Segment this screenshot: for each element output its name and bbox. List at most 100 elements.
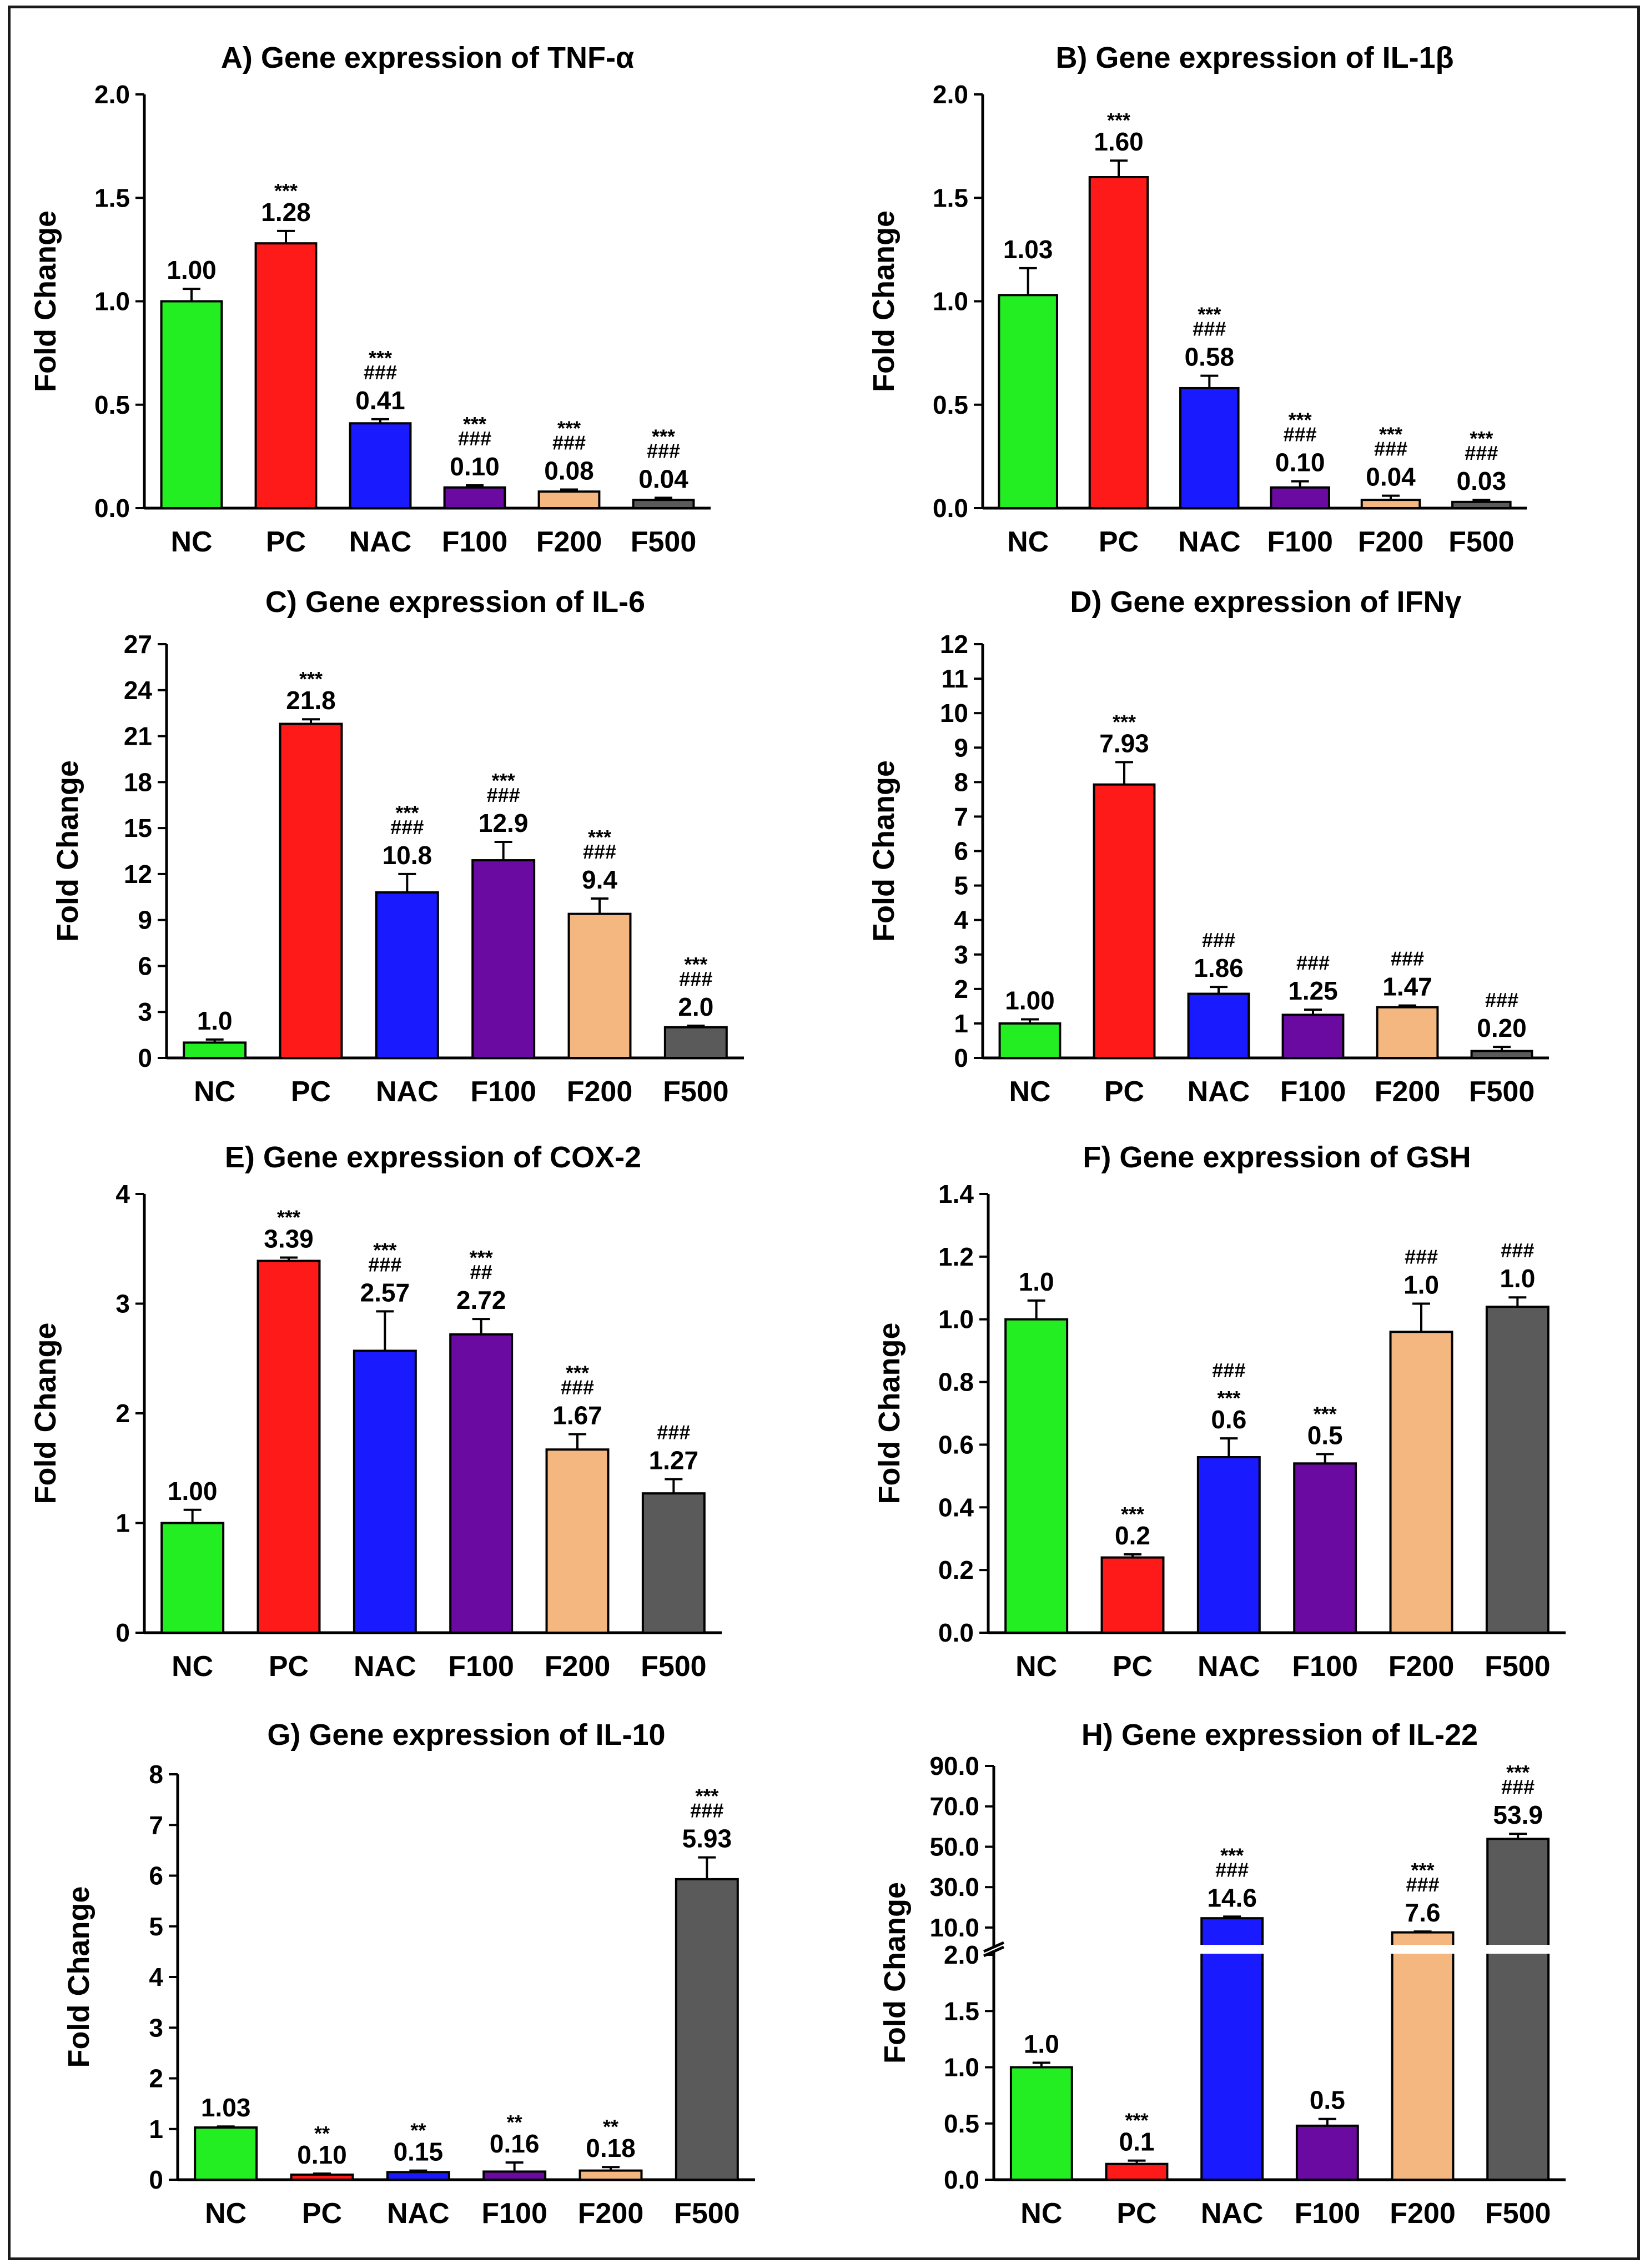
data-label: 0.41	[355, 386, 405, 415]
bar-pc	[254, 242, 318, 509]
bar-f500	[1470, 1050, 1533, 1059]
x-tick-label: F500	[674, 2197, 740, 2230]
bar-pc	[1105, 2162, 1169, 2181]
y-axis-label: Fold Change	[29, 210, 62, 392]
significance-stars: ***	[652, 425, 675, 448]
x-tick-label: NC	[194, 1076, 235, 1108]
significance-stars: **	[507, 2111, 522, 2134]
significance-stars: ***	[492, 769, 515, 792]
bar-nc	[1004, 1318, 1069, 1634]
bar-f200	[567, 912, 632, 1059]
bar-nac	[1187, 992, 1250, 1060]
bar-nc	[998, 294, 1058, 509]
data-label: 0.6	[1211, 1405, 1246, 1434]
significance-hashes: ###	[647, 439, 680, 462]
bar-nc	[998, 1022, 1062, 1060]
x-tick-label: F500	[1469, 1076, 1535, 1108]
data-label: 1.60	[1094, 127, 1144, 156]
y-axis-label: Fold Change	[878, 1882, 912, 2064]
bar-f200	[578, 2169, 643, 2181]
bar-nac	[349, 422, 412, 510]
significance-stars: ***	[1107, 109, 1130, 132]
x-tick-label: NAC	[1178, 526, 1241, 558]
y-tick-label: 0.0	[94, 494, 130, 523]
data-label: 1.0	[197, 1006, 233, 1035]
significance-hashes: ###	[368, 1253, 401, 1276]
y-tick-label: 0.0	[933, 494, 968, 523]
y-axis-label: Fold Change	[867, 210, 901, 392]
x-tick-label: F500	[1485, 2197, 1551, 2230]
x-tick-label: NC	[170, 526, 212, 558]
panel-g-il-10: G) Gene expression of IL-10 Fold Change 0 1…	[62, 1718, 755, 2230]
bar-nac	[1179, 387, 1240, 510]
x-tick-label: F100	[442, 526, 508, 558]
y-tick-label: 2.0	[944, 1940, 979, 1969]
x-tick-label: PC	[1099, 526, 1139, 558]
y-tick-label: 0	[149, 2165, 163, 2194]
chart-title: G) Gene expression of IL-10	[267, 1718, 665, 1752]
data-label: 21.8	[286, 686, 336, 715]
x-tick-label: PC	[1113, 1650, 1153, 1683]
panel-a-tnf-alpha: A) Gene expression of TNF-α Fold Change 0.…	[29, 41, 711, 558]
data-label: 3.39	[264, 1225, 314, 1253]
y-tick-label: 4	[115, 1180, 130, 1208]
y-tick-label: 3	[954, 940, 968, 969]
x-tick-label: NAC	[1201, 2197, 1264, 2230]
y-axis-label: Fold Change	[62, 1886, 95, 2068]
bar-nc	[1009, 2066, 1073, 2181]
significance-stars: ***	[1113, 710, 1136, 733]
significance-stars: ***	[1289, 409, 1312, 431]
bar-pc	[1100, 1556, 1165, 1634]
significance-hashes: ##	[470, 1261, 492, 1283]
x-tick-label: NAC	[1188, 1076, 1250, 1108]
x-tick-label: NC	[1007, 526, 1049, 558]
data-label: 0.04	[638, 464, 688, 493]
significance-hashes: ###	[552, 431, 586, 454]
y-tick-label: 0.2	[938, 1556, 974, 1584]
y-tick-label: 90.0	[929, 1752, 979, 1780]
data-label: 1.00	[1005, 986, 1055, 1015]
panel-f-gsh: F) Gene expression of GSH Fold Change 0.0 0…	[873, 1141, 1566, 1683]
x-tick-label: PC	[302, 2197, 342, 2230]
data-label: 12.9	[479, 809, 529, 837]
y-tick-label: 1.4	[938, 1180, 974, 1208]
data-label: 0.5	[1307, 1421, 1343, 1449]
data-label: 0.03	[1457, 466, 1507, 495]
bar-nac	[1196, 1456, 1261, 1634]
y-tick-label: 2.0	[933, 80, 968, 109]
bar-pc	[1093, 783, 1156, 1059]
significance-stars: ***	[1470, 427, 1493, 450]
x-tick-label: F200	[1375, 1076, 1441, 1108]
data-label: 0.15	[394, 2137, 444, 2166]
significance-hashes: ###	[1391, 947, 1424, 970]
data-label: 1.28	[261, 198, 311, 227]
bar-f200	[537, 490, 601, 510]
y-tick-label: 2	[115, 1399, 130, 1428]
bar-f200	[1389, 1331, 1453, 1634]
data-label: 0.10	[297, 2140, 347, 2169]
y-tick-label: 6	[149, 1861, 163, 1890]
significance-stars: ***	[557, 417, 581, 439]
significance-stars: ***	[463, 413, 486, 435]
panel-h-il-22: H) Gene expression of IL-22 Fold Change 0.…	[878, 1718, 1566, 2230]
y-tick-label: 27	[124, 630, 152, 659]
significance-hashes: ###	[1501, 1775, 1535, 1798]
data-label: 1.86	[1194, 954, 1244, 982]
y-tick-label: 0.6	[938, 1430, 974, 1459]
bar-f500	[1485, 1306, 1550, 1634]
data-label: 9.4	[582, 865, 617, 894]
y-tick-label: 0.0	[944, 2165, 979, 2194]
panel-c-il-6: C) Gene expression of IL-6 Fold Change 0 3 6…	[51, 585, 744, 1108]
bar-nc	[160, 300, 223, 509]
y-tick-label: 1.5	[933, 183, 968, 212]
chart-title: F) Gene expression of GSH	[1083, 1141, 1471, 1174]
y-tick-label: 1	[115, 1509, 130, 1538]
x-tick-label: F500	[663, 1076, 729, 1108]
significance-stars: ***	[373, 1238, 396, 1261]
significance-stars: ***	[684, 953, 707, 976]
y-tick-label: 7	[954, 802, 968, 831]
panel-b-il-1-beta: B) Gene expression of IL-1β Fold Change 0.…	[867, 41, 1527, 558]
significance-stars: ***	[274, 179, 298, 202]
significance-hashes: ###	[458, 427, 491, 450]
data-label: 2.57	[360, 1278, 410, 1307]
